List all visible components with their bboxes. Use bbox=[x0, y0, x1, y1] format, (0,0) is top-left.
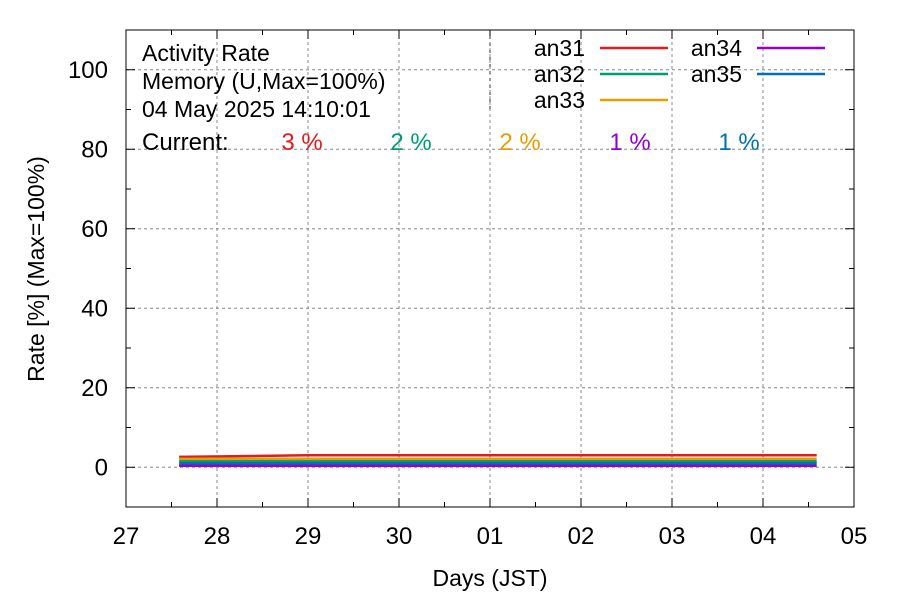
legend-label-an35: an35 bbox=[691, 61, 742, 87]
x-tick-label: 05 bbox=[841, 523, 868, 550]
x-tick-label: 27 bbox=[113, 523, 140, 550]
legend-label-an32: an32 bbox=[534, 61, 585, 87]
y-tick-label: 100 bbox=[68, 57, 108, 84]
y-tick-label: 40 bbox=[81, 295, 108, 322]
chart-subtitle: Memory (U,Max=100%) bbox=[142, 68, 385, 94]
current-label: Current: bbox=[142, 129, 229, 156]
current-value-an32: 2 % bbox=[390, 129, 431, 156]
chart-timestamp: 04 May 2025 14:10:01 bbox=[142, 96, 371, 122]
current-value-an35: 1 % bbox=[718, 129, 759, 156]
chart-title: Activity Rate bbox=[142, 40, 270, 66]
current-value-an33: 2 % bbox=[499, 129, 540, 156]
x-tick-label: 04 bbox=[750, 523, 777, 550]
current-value-an34: 1 % bbox=[609, 129, 650, 156]
x-tick-labels: 27 28 29 30 01 02 03 04 05 bbox=[113, 523, 868, 550]
x-tick-label: 29 bbox=[295, 523, 322, 550]
x-tick-label: 02 bbox=[568, 523, 595, 550]
y-tick-label: 20 bbox=[81, 375, 108, 402]
tick-marks bbox=[125, 29, 855, 508]
y-tick-labels: 0 20 40 60 80 100 bbox=[68, 57, 108, 482]
legend-label-an33: an33 bbox=[534, 87, 585, 113]
legend-label-an34: an34 bbox=[691, 35, 742, 61]
x-tick-label: 01 bbox=[477, 523, 504, 550]
x-tick-label: 28 bbox=[204, 523, 231, 550]
y-tick-label: 60 bbox=[81, 216, 108, 243]
x-tick-label: 30 bbox=[386, 523, 413, 550]
y-axis-label: Rate [%] (Max=100%) bbox=[23, 156, 49, 382]
y-tick-label: 80 bbox=[81, 136, 108, 163]
current-value-an31: 3 % bbox=[281, 129, 322, 156]
grid-lines bbox=[126, 30, 854, 507]
y-tick-label: 0 bbox=[95, 454, 108, 481]
series-lines bbox=[179, 454, 817, 467]
legend-label-an31: an31 bbox=[534, 35, 585, 61]
series-line-an31 bbox=[179, 454, 817, 459]
x-tick-label: 03 bbox=[659, 523, 686, 550]
current-values: 3 % 2 % 2 % 1 % 1 % bbox=[281, 129, 759, 156]
x-axis-label: Days (JST) bbox=[433, 565, 548, 591]
